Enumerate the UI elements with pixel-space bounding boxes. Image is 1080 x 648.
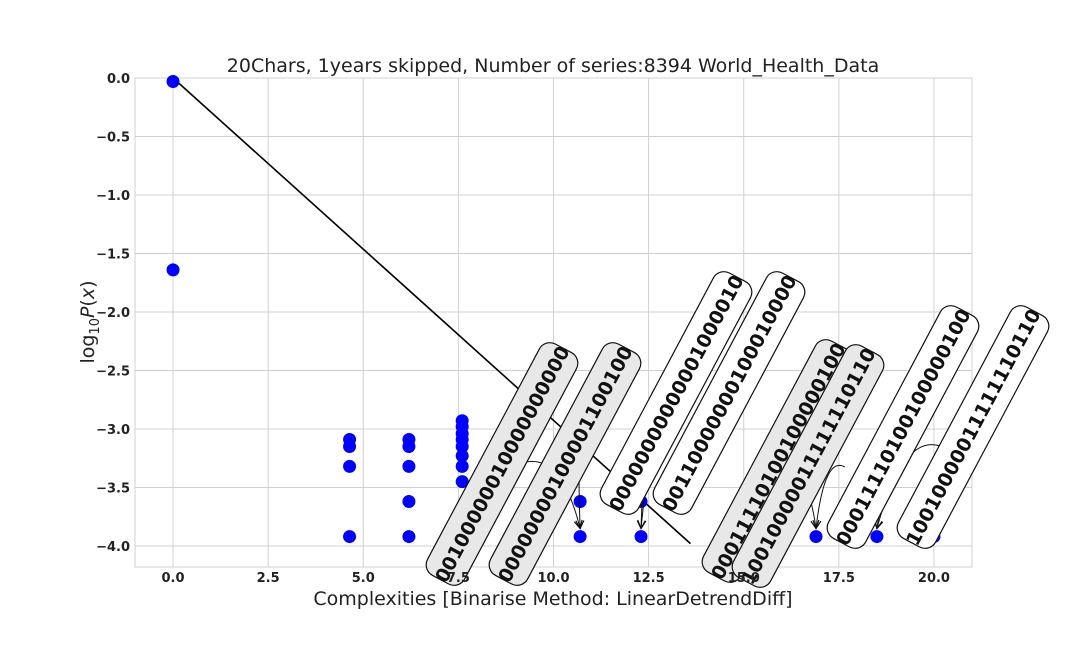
data-point	[343, 459, 357, 473]
data-point	[343, 530, 357, 544]
data-point	[166, 75, 180, 89]
x-tick-label: 12.5	[633, 571, 665, 586]
y-tick-label: −2.5	[96, 364, 130, 379]
annotation-labels: 0010000001000000000000000000100001100100…	[425, 271, 1050, 588]
data-point	[573, 494, 587, 508]
data-point	[343, 440, 357, 454]
x-tick-label: 5.0	[352, 571, 375, 586]
data-point	[455, 459, 469, 473]
data-point	[402, 440, 416, 454]
data-point	[809, 530, 823, 544]
x-tick-label: 20.0	[918, 571, 950, 586]
x-tick-label: 10.0	[537, 571, 569, 586]
y-tick-label: −3.0	[96, 423, 130, 438]
x-tick-labels: 0.0 2.5 5.0 7.5 10.0 12.5 15.0 17.5 20.0	[162, 571, 950, 586]
x-tick-label: 15.0	[728, 571, 760, 586]
y-tick-label: −1.0	[96, 189, 130, 204]
data-points	[166, 75, 941, 544]
annotation-box	[896, 305, 1050, 549]
annotation-box	[826, 305, 980, 549]
data-point	[402, 459, 416, 473]
y-tick-label: −3.5	[96, 481, 130, 496]
data-point	[166, 263, 180, 277]
x-axis-label: Complexities [Binarise Method: LinearDet…	[313, 588, 792, 610]
data-point	[455, 440, 469, 454]
annotation-arrow	[816, 464, 846, 528]
y-tick-label: −0.5	[96, 130, 130, 145]
y-tick-label: 0.0	[107, 72, 130, 87]
data-point	[402, 530, 416, 544]
data-point	[402, 494, 416, 508]
y-tick-label: −4.0	[96, 540, 130, 555]
annotation-box	[488, 342, 642, 586]
y-tick-labels: 0.0 −0.5 −1.0 −1.5 −2.0 −2.5 −3.0 −3.5 −4.0	[96, 72, 130, 555]
chart-title: 20Chars, 1years skipped, Number of serie…	[227, 55, 879, 77]
y-tick-label: −2.0	[96, 306, 130, 321]
fit-line	[172, 77, 691, 545]
x-tick-label: 2.5	[257, 571, 280, 586]
fit-line-layer	[172, 77, 691, 545]
data-point	[634, 530, 648, 544]
data-point	[870, 530, 884, 544]
annotation-box	[652, 271, 806, 515]
data-point	[573, 530, 587, 544]
annotation-box	[425, 342, 579, 586]
data-point	[455, 475, 469, 489]
x-tick-label: 7.5	[447, 571, 470, 586]
y-tick-label: −1.5	[96, 247, 130, 262]
data-point	[455, 449, 469, 463]
x-tick-label: 17.5	[823, 571, 855, 586]
annotation-box	[599, 271, 753, 515]
x-tick-label: 0.0	[162, 571, 185, 586]
annotation-box	[731, 344, 885, 588]
y-axis-label: log10P(x)	[77, 280, 103, 363]
